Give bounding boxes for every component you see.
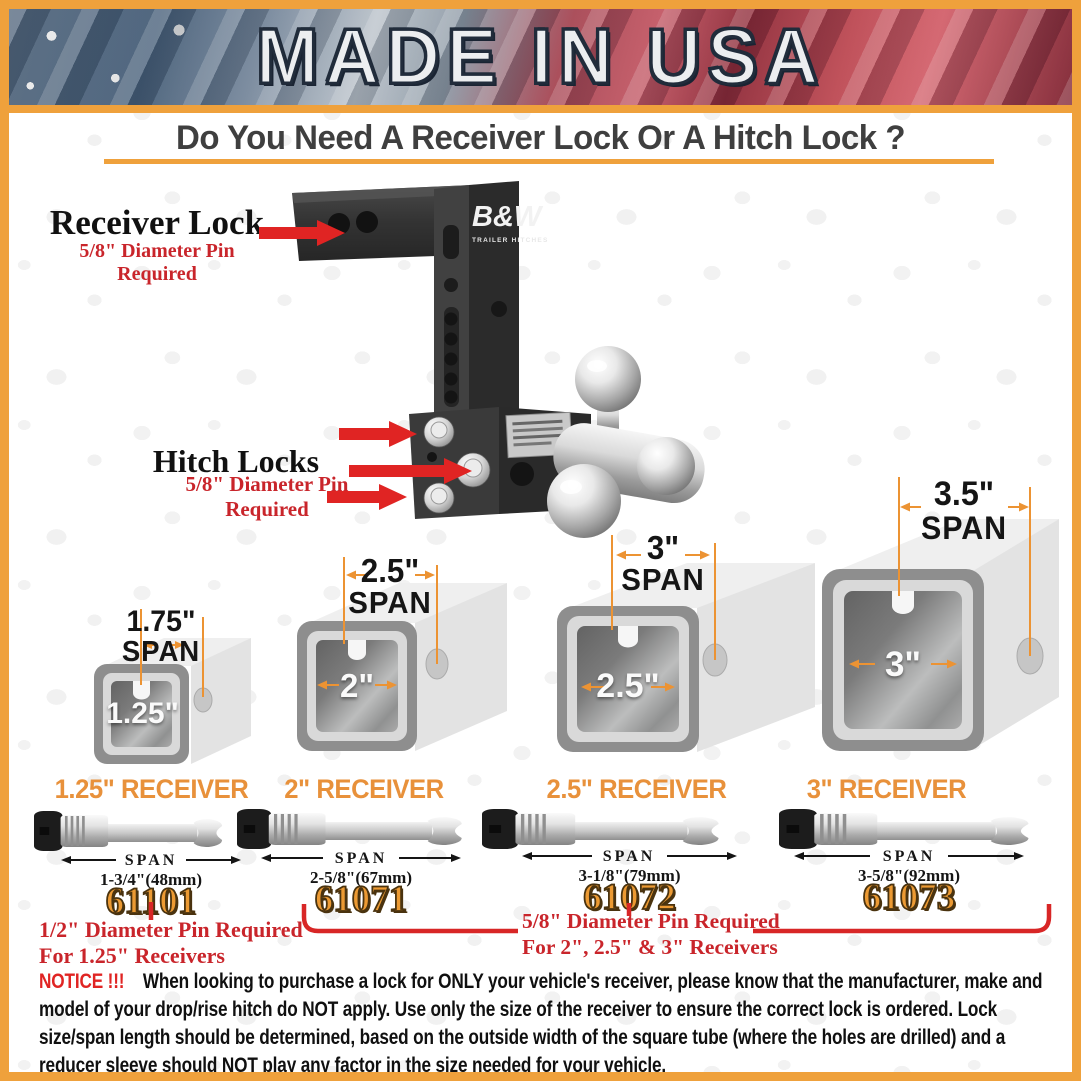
span-word: SPAN: [621, 562, 705, 597]
pin-span-row-4: SPAN: [794, 848, 1024, 865]
small-pin-note: 1/2" Diameter Pin Required For 1.25" Rec…: [39, 917, 303, 969]
span-word: SPAN: [603, 848, 656, 865]
lock-pin-3: [480, 807, 721, 851]
notice-body: When looking to purchase a lock for ONLY…: [39, 969, 1043, 1077]
span-word: SPAN: [125, 852, 178, 869]
receiver-label-4: 3" RECEIVER: [806, 774, 967, 804]
bw-logo-sub: TRAILER HITCHES: [472, 237, 549, 244]
lock-pin-4: [777, 807, 1031, 851]
span-word: SPAN: [920, 510, 1008, 546]
part-number-4: 61073: [862, 877, 956, 918]
part-number-2: 61071: [314, 879, 408, 920]
made-in-usa-title: MADE IN USA: [255, 11, 825, 102]
pin-span-value-1: 1-3/4"(48mm): [100, 870, 202, 889]
small-pin-note-line1: 1/2" Diameter Pin Required: [39, 917, 303, 942]
large-pin-note-line2: For 2", 2.5" & 3" Receivers: [522, 935, 778, 959]
span-label-3: 3" SPAN: [611, 531, 716, 596]
tube-size-2: 2": [340, 667, 374, 704]
bw-logo: B&W: [472, 201, 542, 233]
small-pin-note-line2: For 1.25" Receivers: [39, 943, 225, 968]
question-headline: Do You Need A Receiver Lock Or A Hitch L…: [176, 119, 905, 157]
large-pin-note-line1: 5/8" Diameter Pin Required: [522, 909, 780, 933]
hitch-lock-pin-top: [423, 416, 455, 448]
hitch-locks-title: Hitch Locks: [152, 443, 320, 479]
lock-pin-2: [235, 807, 464, 851]
notice-paragraph: NOTICE !!! When looking to purchase a lo…: [39, 967, 1063, 1077]
flag-banner: MADE IN USA: [9, 9, 1072, 113]
receiver-lock-subtitle: 5/8" Diameter Pin Required: [79, 240, 235, 285]
tube-size-4: 3": [884, 645, 922, 684]
receiver-3: [822, 477, 1059, 751]
receiver-tubes-illustration: .oln{stroke:#EC9333;stroke-width:2;fill:…: [94, 477, 1059, 764]
span-width: 1.75": [126, 605, 196, 638]
hitch-lock-pin-bottom: [423, 482, 455, 514]
pin-span-row-1: SPAN: [61, 852, 241, 869]
receiver-2: [297, 557, 507, 751]
receiver-2-5: [557, 535, 815, 752]
notice-prefix: NOTICE !!!: [39, 969, 125, 993]
span-label-1: 1.75" SPAN: [108, 606, 214, 668]
receiver-label-2: 2" RECEIVER: [284, 774, 444, 804]
span-label-2: 2.5" SPAN: [337, 554, 443, 619]
span-word: SPAN: [121, 636, 201, 668]
span-width: 3": [646, 529, 680, 566]
pin-span-value-4: 3-5/8"(92mm): [858, 866, 960, 885]
span-word: SPAN: [335, 850, 388, 867]
span-word: SPAN: [348, 585, 432, 620]
span-width: 3.5": [933, 475, 995, 513]
span-word: SPAN: [883, 848, 936, 865]
receiver-label-1: 1.25" RECEIVER: [54, 774, 249, 804]
span-label-4: 3.5" SPAN: [911, 477, 1017, 545]
lock-pin-1: [32, 809, 224, 853]
tri-ball-mount: [547, 346, 705, 538]
span-width: 2.5": [360, 552, 420, 589]
receiver-1-25: [94, 609, 251, 764]
pin-span-value-3: 3-1/8"(79mm): [578, 866, 681, 885]
orange-underline: [104, 159, 994, 164]
hitch-column: [434, 181, 519, 428]
hitch-locks-subtitle: 5/8" Diameter Pin Required: [185, 472, 349, 521]
tube-size-3: 2.5": [596, 667, 660, 705]
pin-span-value-2: 2-5/8"(67mm): [310, 868, 412, 887]
tube-size-1: 1.25": [106, 697, 179, 730]
pin-span-row-3: SPAN: [522, 848, 737, 865]
large-pin-note: 5/8" Diameter Pin Required For 2", 2.5" …: [522, 908, 780, 960]
receiver-label-3: 2.5" RECEIVER: [546, 774, 727, 804]
pin-span-row-2: SPAN: [261, 850, 461, 867]
part-number-1: 61101: [105, 881, 197, 922]
receiver-lock-title: Receiver Lock: [49, 203, 265, 242]
